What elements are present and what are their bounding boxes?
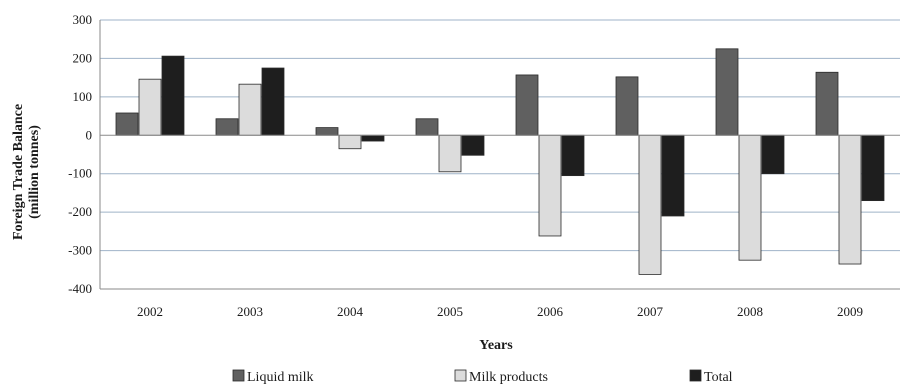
bar	[438, 134, 462, 173]
y-axis-title: Foreign Trade Balance (million tonnes)	[11, 104, 42, 240]
bar	[838, 134, 862, 265]
y-tick-label: 100	[73, 89, 93, 104]
bar	[515, 74, 539, 136]
legend-label: Liquid milk	[247, 370, 314, 384]
bar	[215, 118, 239, 136]
y-tick-label: -400	[68, 281, 92, 296]
x-tick-label: 2002	[137, 304, 163, 319]
y-axis-title-line1: Foreign Trade Balance	[11, 104, 26, 240]
x-tick-label: 2009	[837, 304, 863, 319]
y-tick-labels: 300 200 100 0 -100 -200 -300 -400	[68, 12, 92, 296]
bar	[538, 134, 562, 237]
bar	[315, 127, 339, 136]
bar	[815, 71, 839, 136]
y-tick-label: 200	[73, 50, 93, 65]
x-tick-label: 2003	[237, 304, 263, 319]
bar	[561, 134, 585, 177]
axes	[99, 20, 900, 290]
bar	[115, 112, 139, 136]
bar	[715, 48, 739, 136]
legend-label: Total	[704, 370, 733, 384]
y-tick-label: 300	[73, 12, 93, 27]
bar	[261, 67, 285, 136]
y-tick-label: 0	[86, 127, 93, 142]
x-tick-label: 2006	[537, 304, 564, 319]
y-tick-label: -200	[68, 204, 92, 219]
y-tick-label: -300	[68, 243, 92, 258]
bar	[138, 78, 162, 136]
x-axis-title: Years	[479, 338, 513, 353]
bar	[661, 134, 685, 217]
bar	[461, 134, 485, 156]
x-tick-label: 2005	[437, 304, 463, 319]
bar	[761, 134, 785, 175]
bars	[115, 48, 885, 275]
x-tick-label: 2008	[737, 304, 763, 319]
bar	[361, 134, 385, 142]
legend-swatch	[232, 369, 245, 382]
bar	[161, 55, 185, 136]
grid-lines	[100, 19, 900, 252]
bar	[338, 134, 362, 150]
legend-swatch	[454, 369, 467, 382]
bar	[638, 134, 662, 275]
legend-label: Milk products	[469, 370, 548, 384]
bar	[415, 118, 439, 136]
legend-swatch	[689, 369, 702, 382]
bar	[238, 83, 262, 136]
legend: Liquid milk Milk products Total	[232, 369, 733, 384]
y-axis-title-line2: (million tonnes)	[27, 125, 42, 219]
y-tick-label: -100	[68, 166, 92, 181]
bar	[738, 134, 762, 261]
x-tick-label: 2004	[337, 304, 364, 319]
bar	[861, 134, 885, 202]
x-tick-labels: 2002 2003 2004 2005 2006 2007 2008 2009	[137, 304, 863, 319]
bar	[615, 76, 639, 136]
x-tick-label: 2007	[637, 304, 664, 319]
